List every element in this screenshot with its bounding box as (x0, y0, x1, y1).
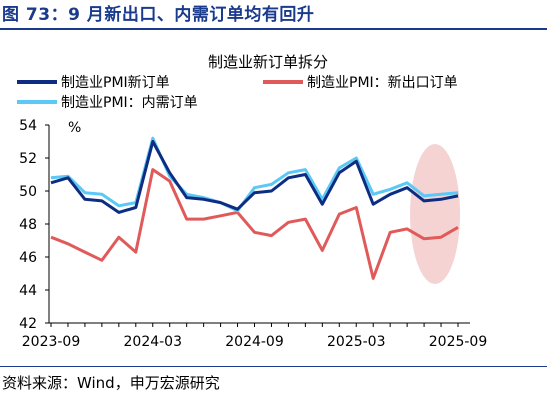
series-line-2 (50, 136, 459, 213)
y-tick-label: 46 (19, 250, 37, 266)
x-tick-label: 2025-09 (429, 334, 488, 350)
figure-title: 图 73：9 月新出口、内需订单均有回升 (2, 5, 315, 25)
y-tick-label: 50 (19, 184, 37, 200)
header-rule (0, 28, 547, 30)
series-line-0 (50, 140, 459, 214)
x-tick-label: 2024-03 (124, 334, 183, 350)
y-tick-label: 48 (19, 217, 37, 233)
x-tick-label: 2023-09 (22, 334, 81, 350)
y-axis-unit: % (68, 120, 81, 136)
x-tick-label: 2024-09 (225, 334, 284, 350)
y-tick-label: 52 (19, 151, 37, 167)
legend-label-0: 制造业PMI新订单 (61, 75, 170, 91)
legend-label-1: 制造业PMI：新出口订单 (307, 75, 458, 91)
y-tick-label: 42 (19, 316, 37, 332)
source-note: 资料来源：Wind，申万宏源研究 (2, 374, 220, 392)
x-tick-label: 2025-03 (327, 334, 386, 350)
footer-rule (0, 366, 547, 367)
y-tick-label: 44 (19, 283, 37, 299)
highlight-ellipse (410, 144, 461, 284)
chart-svg: 42 44 46 48 50 52 54 2023-09 2024-03 2024-09 2025-… (17, 53, 488, 350)
legend-label-2: 制造业PMI：内需订单 (61, 95, 198, 111)
series-line-1 (50, 168, 459, 280)
y-tick-label: 54 (19, 118, 37, 134)
chart-title: 制造业新订单拆分 (208, 53, 328, 71)
